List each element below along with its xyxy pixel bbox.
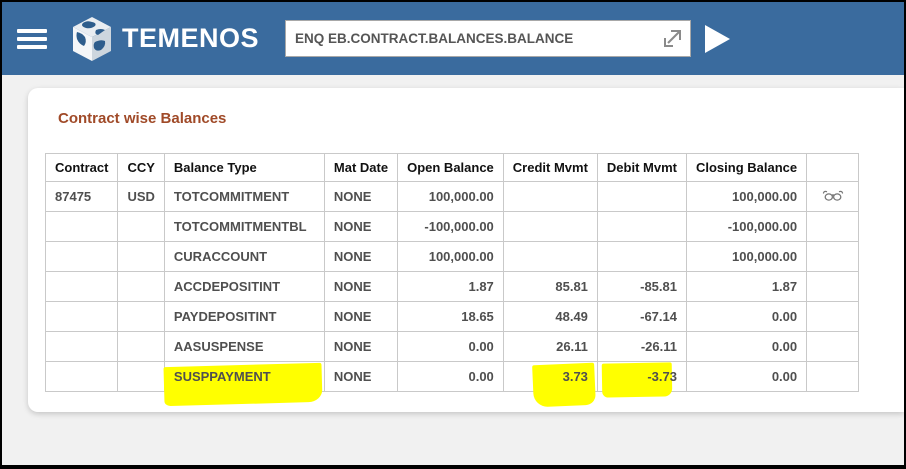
table-row: ACCDEPOSITINT NONE 1.87 85.81 -85.81 1.87 <box>44 271 860 302</box>
command-input[interactable] <box>285 20 692 57</box>
cell-closing-balance: 1.87 <box>685 271 808 302</box>
column-header-contract[interactable]: Contract <box>44 153 119 182</box>
cell-open-balance: 100,000.00 <box>397 241 504 272</box>
balances-table: Contract CCY Balance Type Mat Date Open Bala… <box>44 153 860 408</box>
run-enquiry-button[interactable] <box>705 24 731 53</box>
cell-contract: 87475 <box>44 181 119 212</box>
command-bar <box>285 20 692 57</box>
cell-debit-mvmt <box>596 211 687 242</box>
cell-open-balance: 0.00 <box>397 331 504 362</box>
view-details-icon[interactable] <box>822 189 844 202</box>
cell-mat-date: NONE <box>323 211 399 242</box>
column-header-closing-balance[interactable]: Closing Balance <box>685 153 808 182</box>
cell-balance-type: AASUSPENSE <box>163 331 325 362</box>
cell-open-balance: -100,000.00 <box>397 211 504 242</box>
cell-balance-type: PAYDEPOSITINT <box>163 301 325 332</box>
cell-balance-type: CURACCOUNT <box>163 241 325 272</box>
cell-contract <box>44 331 119 362</box>
cell-actions <box>806 331 860 362</box>
cell-contract <box>44 211 119 242</box>
cell-open-balance: 18.65 <box>397 301 504 332</box>
cell-credit-mvmt <box>502 181 598 212</box>
cell-ccy <box>117 271 165 302</box>
cell-ccy <box>117 361 165 392</box>
cell-balance-type: SUSPPAYMENT <box>163 361 325 407</box>
cell-closing-balance: 0.00 <box>685 301 808 332</box>
cell-contract <box>44 271 119 302</box>
table-header-row: Contract CCY Balance Type Mat Date Open Bala… <box>44 153 860 182</box>
column-header-blank <box>806 153 860 182</box>
cell-open-balance: 0.00 <box>397 361 504 392</box>
cell-debit-mvmt <box>596 181 687 212</box>
cell-debit-mvmt: -85.81 <box>596 271 687 302</box>
cell-contract <box>44 361 119 392</box>
launch-icon[interactable] <box>661 27 684 50</box>
cell-closing-balance: -100,000.00 <box>685 211 808 242</box>
cell-debit-mvmt: -67.14 <box>596 301 687 332</box>
table-row: TOTCOMMITMENTBL NONE -100,000.00 -100,000.0… <box>44 211 860 242</box>
cell-closing-balance: 0.00 <box>685 361 808 392</box>
cell-contract <box>44 301 119 332</box>
cell-balance-type: ACCDEPOSITINT <box>163 271 325 302</box>
cell-ccy <box>117 301 165 332</box>
column-header-credit-mvmt[interactable]: Credit Mvmt <box>502 153 598 182</box>
cell-credit-mvmt: 85.81 <box>502 271 598 302</box>
table-row: SUSPPAYMENT NONE 0.00 3.73 -3.73 0.00 <box>44 361 860 408</box>
cell-actions[interactable] <box>806 181 860 212</box>
cell-mat-date: NONE <box>323 271 399 302</box>
cell-mat-date: NONE <box>323 361 399 392</box>
page-title: Contract wise Balances <box>58 110 227 127</box>
column-header-open-balance[interactable]: Open Balance <box>397 153 504 182</box>
cell-balance-type: TOTCOMMITMENTBL <box>163 211 325 242</box>
cell-debit-mvmt: -3.73 <box>596 361 687 398</box>
globe-cube-icon <box>73 16 111 61</box>
column-header-balance-type[interactable]: Balance Type <box>163 153 325 182</box>
cell-contract <box>44 241 119 272</box>
table-row: 87475 USD TOTCOMMITMENT NONE 100,000.00 100,0… <box>44 181 860 212</box>
cell-balance-type: TOTCOMMITMENT <box>163 181 325 212</box>
cell-mat-date: NONE <box>323 241 399 272</box>
cell-actions <box>806 271 860 302</box>
cell-credit-mvmt <box>502 241 598 272</box>
cell-actions <box>806 211 860 242</box>
logo-wordmark: TEMENOS <box>122 23 260 53</box>
page-background: Contract wise Balances Contract CCY Balanc… <box>2 75 904 465</box>
cell-actions <box>806 361 860 392</box>
cell-ccy <box>117 211 165 242</box>
cell-mat-date: NONE <box>323 181 399 212</box>
cell-closing-balance: 100,000.00 <box>685 241 808 272</box>
table-row: AASUSPENSE NONE 0.00 26.11 -26.11 0.00 <box>44 331 860 362</box>
cell-actions <box>806 301 860 332</box>
cell-closing-balance: 0.00 <box>685 331 808 362</box>
cell-closing-balance: 100,000.00 <box>685 181 808 212</box>
cell-mat-date: NONE <box>323 331 399 362</box>
cell-credit-mvmt: 26.11 <box>502 331 598 362</box>
temenos-logo: TEMENOS <box>71 16 259 62</box>
cell-open-balance: 100,000.00 <box>397 181 504 212</box>
cell-ccy <box>117 331 165 362</box>
column-header-mat-date[interactable]: Mat Date <box>323 153 399 182</box>
cell-credit-mvmt: 3.73 <box>502 361 598 408</box>
cell-mat-date: NONE <box>323 301 399 332</box>
top-bar: TEMENOS <box>2 2 904 75</box>
results-card: Contract wise Balances Contract CCY Balanc… <box>28 88 904 412</box>
cell-actions <box>806 241 860 272</box>
table-row: CURACCOUNT NONE 100,000.00 100,000.00 <box>44 241 860 272</box>
cell-credit-mvmt <box>502 211 598 242</box>
hamburger-menu-icon[interactable] <box>17 25 47 53</box>
cell-open-balance: 1.87 <box>397 271 504 302</box>
cell-debit-mvmt: -26.11 <box>596 331 687 362</box>
cell-ccy <box>117 241 165 272</box>
cell-ccy: USD <box>117 181 165 212</box>
cell-credit-mvmt: 48.49 <box>502 301 598 332</box>
column-header-ccy[interactable]: CCY <box>117 153 165 182</box>
column-header-debit-mvmt[interactable]: Debit Mvmt <box>596 153 687 182</box>
cell-debit-mvmt <box>596 241 687 272</box>
table-row: PAYDEPOSITINT NONE 18.65 48.49 -67.14 0.00 <box>44 301 860 332</box>
